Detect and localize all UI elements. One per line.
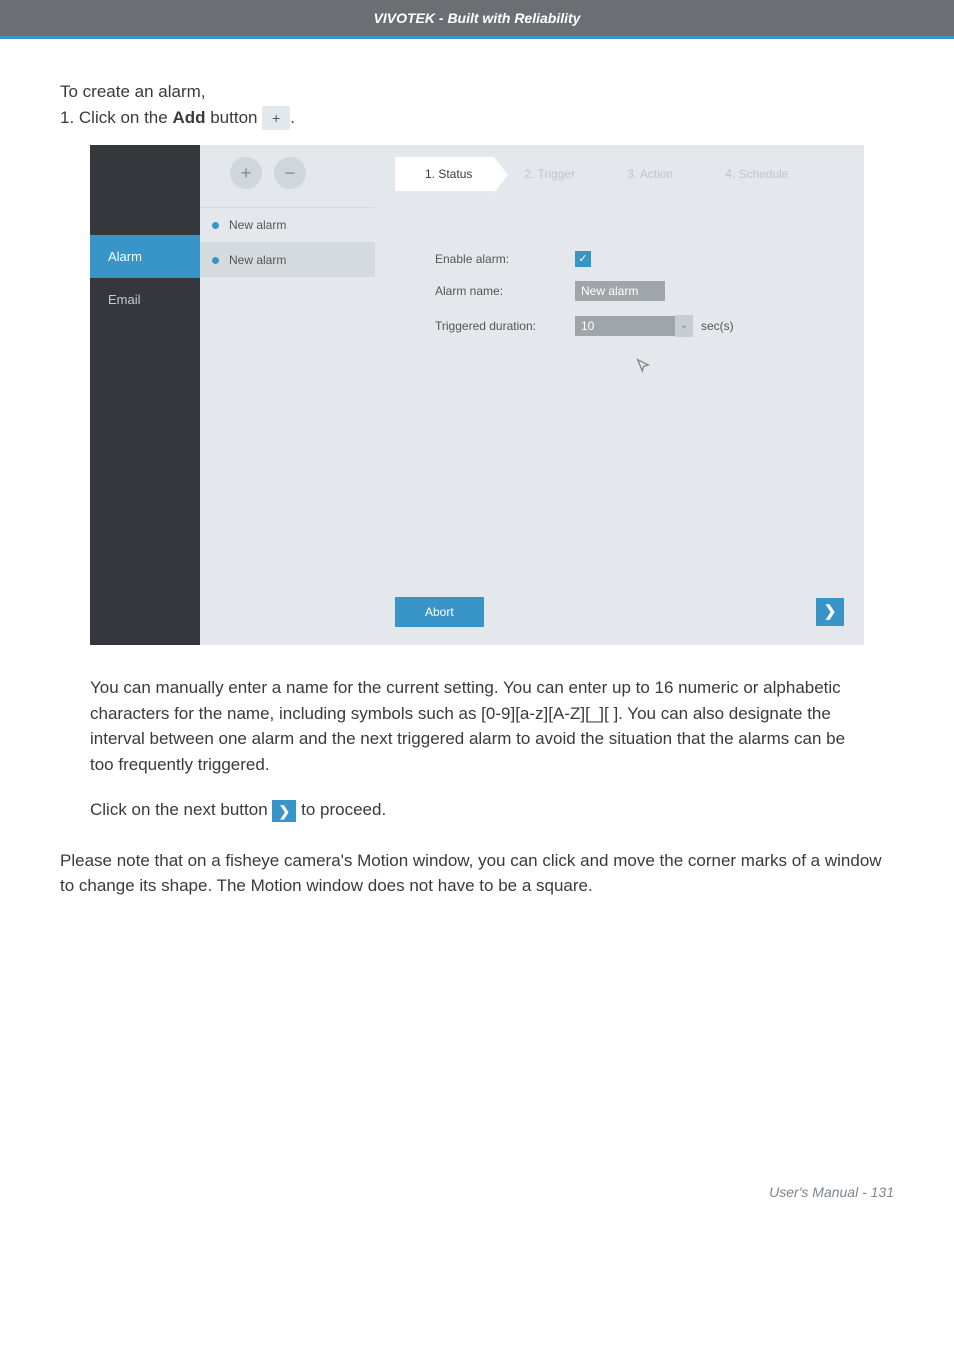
alarm-item-label: New alarm bbox=[229, 218, 286, 232]
cursor-icon bbox=[635, 357, 844, 376]
sidebar-item-alarm[interactable]: Alarm bbox=[90, 235, 200, 278]
step-tabs: 1. Status 2. Trigger 3. Action 4. Schedu… bbox=[395, 157, 844, 191]
page-header: VIVOTEK - Built with Reliability bbox=[0, 0, 954, 39]
alarm-name-row: Alarm name: bbox=[435, 281, 844, 301]
alarm-name-label: Alarm name: bbox=[435, 284, 575, 298]
next-button[interactable]: ❯ bbox=[816, 598, 844, 626]
footer: User's Manual - 131 bbox=[0, 984, 954, 1220]
duration-row: Triggered duration: ⌄ sec(s) bbox=[435, 315, 844, 337]
line2-suffix: button bbox=[206, 108, 263, 127]
add-remove-row: + − bbox=[200, 157, 375, 189]
instruction-line2: 1. Click on the Add button +. bbox=[60, 105, 894, 131]
duration-unit: sec(s) bbox=[701, 319, 734, 333]
paragraph-1: You can manually enter a name for the cu… bbox=[90, 675, 864, 777]
alarm-item-label: New alarm bbox=[229, 253, 286, 267]
abort-next-row: Abort ❯ bbox=[395, 597, 844, 627]
sidebar-spacer bbox=[90, 145, 200, 235]
form-area: Enable alarm: ✓ Alarm name: Triggered du… bbox=[395, 251, 844, 376]
settings-sidebar: Alarm Email bbox=[90, 145, 200, 645]
alarm-list-column: + − New alarm New alarm bbox=[200, 145, 375, 645]
next-icon-inline: ❯ bbox=[272, 800, 296, 822]
line2-prefix: 1. Click on the bbox=[60, 108, 172, 127]
alarm-list-item[interactable]: New alarm bbox=[200, 207, 375, 242]
alarm-name-input[interactable] bbox=[575, 281, 665, 301]
alarm-dot-icon bbox=[212, 222, 219, 229]
p2-suffix: to proceed. bbox=[301, 800, 386, 819]
paragraph-2: Click on the next button ❯ to proceed. bbox=[90, 797, 864, 823]
duration-dropdown-icon[interactable]: ⌄ bbox=[675, 315, 693, 337]
content-area: To create an alarm, 1. Click on the Add … bbox=[0, 39, 954, 984]
add-icon-inline: + bbox=[262, 106, 290, 130]
tab-schedule[interactable]: 4. Schedule bbox=[695, 157, 810, 191]
abort-button[interactable]: Abort bbox=[395, 597, 484, 627]
alarm-settings-screenshot: Alarm Email + − New alarm New alarm 1. S… bbox=[90, 145, 864, 645]
alarm-dot-icon bbox=[212, 257, 219, 264]
alarm-list-item[interactable]: New alarm bbox=[200, 242, 375, 277]
paragraph-3: Please note that on a fisheye camera's M… bbox=[60, 848, 894, 899]
enable-alarm-row: Enable alarm: ✓ bbox=[435, 251, 844, 267]
line2-end: . bbox=[290, 108, 295, 127]
p2-prefix: Click on the next button bbox=[90, 800, 272, 819]
add-alarm-button[interactable]: + bbox=[230, 157, 262, 189]
duration-input[interactable] bbox=[575, 316, 675, 336]
instruction-line1: To create an alarm, bbox=[60, 79, 894, 105]
sidebar-item-email[interactable]: Email bbox=[90, 278, 200, 321]
enable-alarm-label: Enable alarm: bbox=[435, 252, 575, 266]
instruction-block: To create an alarm, 1. Click on the Add … bbox=[60, 79, 894, 130]
duration-label: Triggered duration: bbox=[435, 319, 575, 333]
tab-status[interactable]: 1. Status bbox=[395, 157, 494, 191]
line2-bold: Add bbox=[172, 108, 205, 127]
footer-text: User's Manual - 131 bbox=[769, 1184, 894, 1200]
enable-alarm-checkbox[interactable]: ✓ bbox=[575, 251, 591, 267]
main-panel: 1. Status 2. Trigger 3. Action 4. Schedu… bbox=[375, 145, 864, 645]
header-text: VIVOTEK - Built with Reliability bbox=[374, 10, 581, 26]
tab-action[interactable]: 3. Action bbox=[597, 157, 695, 191]
tab-trigger[interactable]: 2. Trigger bbox=[494, 157, 597, 191]
remove-alarm-button[interactable]: − bbox=[274, 157, 306, 189]
